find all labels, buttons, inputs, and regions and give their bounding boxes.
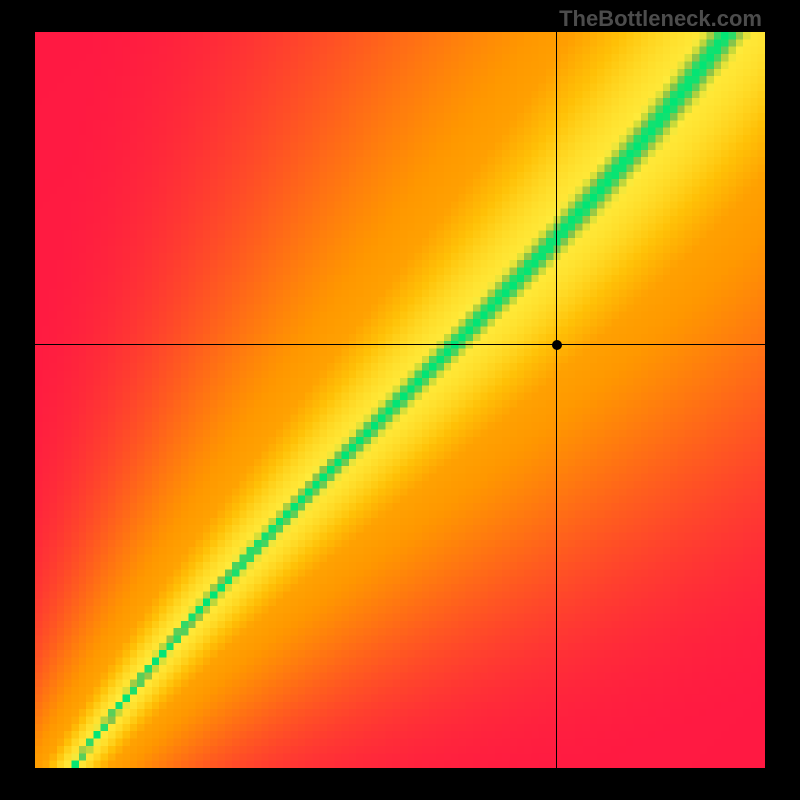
watermark-label: TheBottleneck.com [559, 6, 762, 32]
bottleneck-heatmap [35, 32, 765, 768]
chart-container: TheBottleneck.com [0, 0, 800, 800]
crosshair-vertical [556, 32, 557, 768]
crosshair-marker-dot [552, 340, 562, 350]
crosshair-horizontal [35, 344, 765, 345]
